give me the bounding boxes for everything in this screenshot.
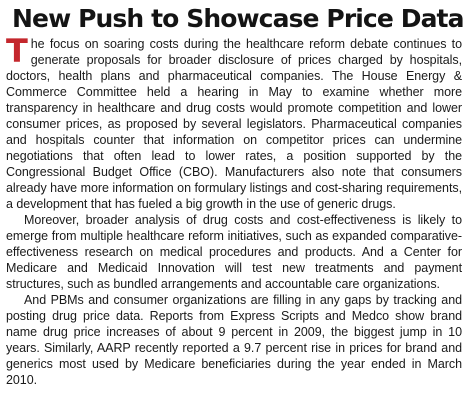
paragraph-3: And PBMs and consumer organizations are …: [6, 293, 462, 387]
paragraph-1-text: he focus on soaring costs during the hea…: [6, 37, 462, 211]
headline: New Push to Showcase Price Data: [12, 4, 464, 33]
paragraph-2: Moreover, broader analysis of drug costs…: [6, 213, 462, 291]
drop-cap: T: [6, 32, 28, 70]
